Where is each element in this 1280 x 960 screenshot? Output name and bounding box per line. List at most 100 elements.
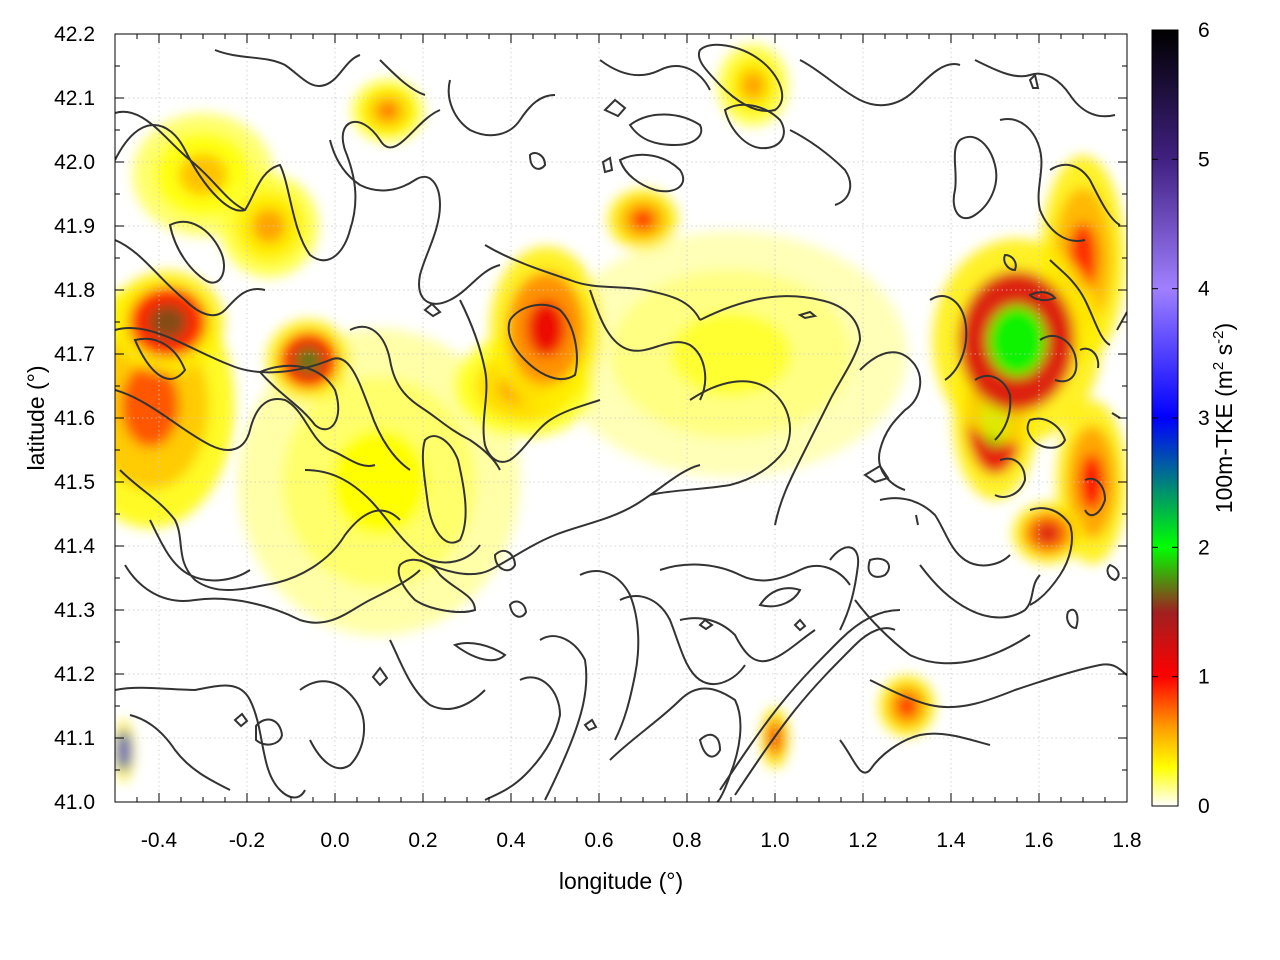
contour-line	[115, 239, 266, 317]
contour-line	[599, 59, 711, 91]
contour-line	[999, 118, 1086, 242]
contour-line	[628, 113, 703, 147]
contour-line	[493, 549, 517, 572]
tke-core	[740, 71, 766, 100]
contour-line	[734, 627, 896, 796]
contour-line	[255, 718, 284, 746]
contour-line	[723, 103, 785, 150]
grid-lines	[115, 34, 1127, 802]
y-tick-label: 41.0	[54, 791, 95, 814]
y-axis-label: latitude (°)	[23, 365, 49, 470]
y-tick-label: 42.1	[54, 87, 95, 110]
tke-core	[897, 695, 917, 717]
contour-line	[799, 59, 961, 107]
contour-line	[1028, 291, 1057, 302]
y-tick-label: 41.2	[54, 663, 95, 686]
contour-line	[124, 564, 421, 624]
contour-line	[233, 712, 249, 728]
contour-line	[589, 289, 707, 401]
colorbar-label-mid: s	[1211, 344, 1237, 362]
contour-line	[649, 380, 791, 496]
contour-line	[258, 364, 340, 431]
x-tick-label: 1.4	[936, 829, 966, 852]
colorbar-tick-label: 3	[1198, 407, 1210, 430]
contour-line	[869, 663, 1127, 709]
contour-line	[115, 389, 376, 467]
colorbar-label-sup2: -2	[1210, 330, 1227, 343]
contour-line	[579, 570, 640, 741]
contour-line	[1026, 417, 1067, 449]
contour-line	[168, 220, 225, 284]
contour-line	[699, 295, 862, 526]
contour-line	[679, 617, 816, 663]
contour-line	[789, 129, 852, 206]
tke-core	[987, 306, 1047, 377]
contour-line	[994, 457, 1027, 498]
contour-line	[797, 310, 818, 320]
contour-line	[371, 666, 389, 687]
contour-line	[879, 497, 1011, 567]
tke-core	[330, 429, 428, 535]
colorbar-label-end: )	[1211, 323, 1237, 331]
contour-line	[952, 135, 998, 220]
contour-line	[507, 303, 578, 380]
contour-line	[929, 295, 968, 381]
contour-line	[115, 327, 411, 471]
tke-core	[526, 300, 566, 357]
contour-line	[1079, 347, 1100, 369]
x-tick-label: 0.2	[408, 829, 437, 852]
contour-line	[484, 676, 562, 801]
y-tick-label: 41.1	[54, 727, 95, 750]
contour-line	[854, 599, 1031, 665]
x-axis-label: longitude (°)	[559, 868, 683, 894]
colorbar-label: 100m-TKE (m2 s-2)	[1210, 323, 1237, 513]
tke-core	[375, 100, 400, 122]
contour-line	[484, 244, 701, 321]
x-tick-label: -0.2	[229, 829, 265, 852]
contour-line	[698, 618, 714, 631]
colorbar-tick-label: 6	[1198, 19, 1210, 42]
contour-line	[1029, 507, 1073, 606]
tke-core	[148, 304, 188, 340]
contour-line	[1111, 412, 1121, 419]
contour-line	[1039, 335, 1078, 383]
contour-line	[974, 59, 1116, 118]
x-tick-label: 0.4	[496, 829, 526, 852]
contour-line	[508, 600, 528, 618]
contour-line	[149, 519, 251, 582]
y-tick-label: 41.3	[54, 599, 95, 622]
y-tick-label: 41.4	[54, 535, 95, 558]
x-tick-label: 1.2	[848, 829, 877, 852]
contour-line	[1106, 563, 1120, 582]
y-tick-label: 42.0	[54, 151, 95, 174]
contour-line	[859, 351, 922, 491]
x-tick-label: 0.8	[672, 829, 701, 852]
contour-line	[1003, 253, 1017, 272]
contour-line	[829, 546, 860, 631]
contour-line	[867, 557, 890, 578]
contour-line	[793, 618, 807, 632]
contour-line	[447, 79, 556, 137]
contour-line	[299, 680, 366, 770]
contour-line	[1028, 73, 1040, 89]
contour-line	[459, 299, 601, 463]
tke-core	[1035, 522, 1060, 544]
plot-area: -0.4 -0.2 0.0 0.2 0.4 0.6 0.8 1.0 1.2 1.4 1.6 1.8 4…	[54, 23, 1141, 852]
contour-line	[601, 156, 614, 174]
contour-line	[719, 609, 901, 791]
contour-line	[129, 714, 231, 791]
contour-line	[304, 469, 481, 564]
y-tick-label: 41.5	[54, 471, 95, 494]
colorbar: 0 1 2 3 4 5 6 100m-TKE (m2 s-2)	[1151, 19, 1237, 818]
contour-line	[618, 153, 685, 193]
x-tick-label: 1.0	[760, 829, 789, 852]
contour-line	[1049, 259, 1111, 346]
contour-line	[115, 109, 441, 262]
y-tick-label: 41.8	[54, 279, 95, 302]
contour-line	[421, 435, 467, 544]
contour-line	[329, 139, 501, 305]
contour-line	[915, 514, 919, 526]
contour-line	[1116, 311, 1127, 331]
contour-line	[1066, 608, 1079, 630]
contour-line	[603, 98, 627, 118]
